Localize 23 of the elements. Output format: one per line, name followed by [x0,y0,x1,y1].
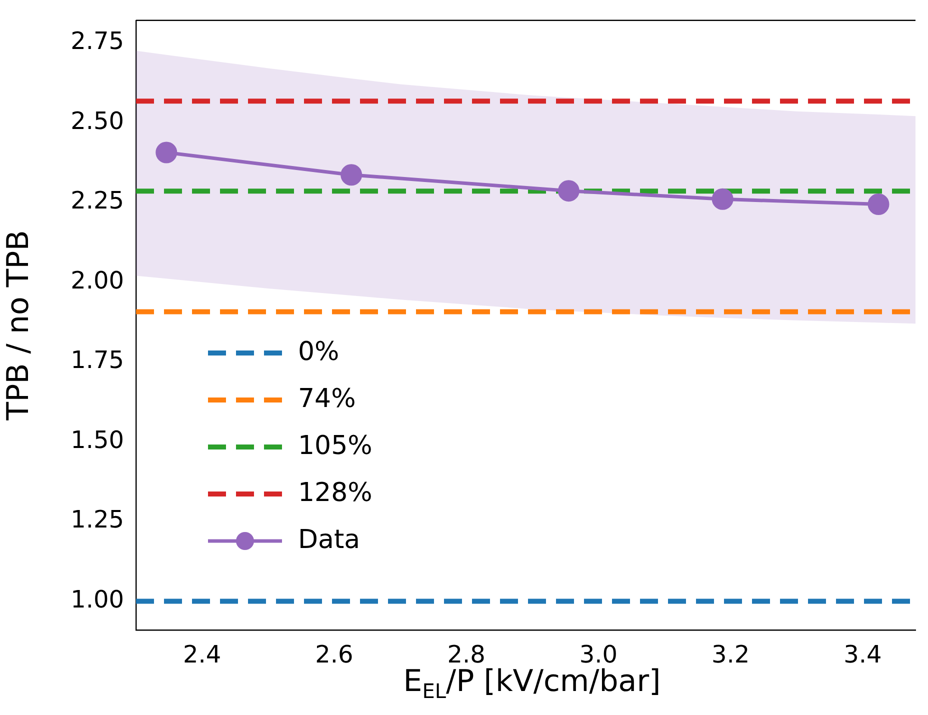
point [340,164,362,186]
y-tick-label: 2.75 [70,26,124,55]
legend-label: 105% [298,430,372,461]
y-tick-label: 2.25 [70,186,124,215]
y-axis-title: TPB / no TPB [0,230,36,422]
y-tick-label: 1.50 [70,426,124,454]
point [156,142,178,164]
y-tick-label: 1.25 [70,506,124,534]
point [868,193,890,215]
y-tick-label: 1.75 [70,346,124,374]
y-tick-label: 2.50 [70,106,124,135]
point [558,180,580,202]
legend-label: 128% [298,478,372,508]
x-tick-label: 3.2 [711,640,750,669]
x-tick-label: 2.4 [182,640,222,669]
y-tick-label: 2.00 [70,266,124,294]
x-tick-label: 3.4 [844,640,882,669]
legend-label: Data [298,524,360,555]
legend-label: 0% [298,336,340,367]
x-tick-label: 2.6 [315,640,354,669]
legend-label: 74% [298,384,356,414]
y-tick-label: 1.00 [70,586,124,614]
point [712,188,734,210]
